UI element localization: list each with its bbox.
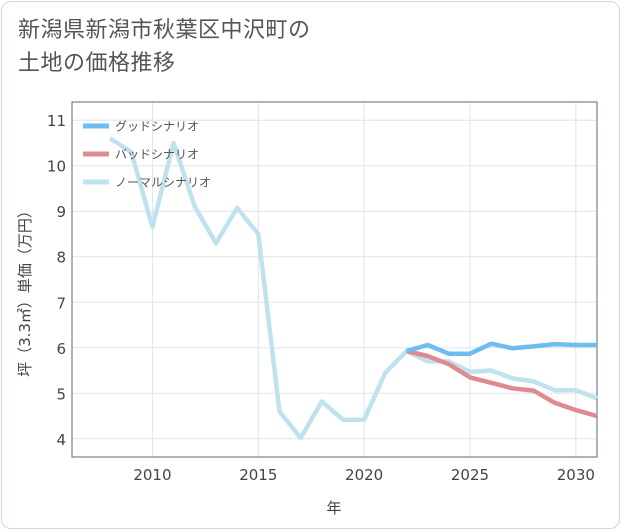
y-tick-label: 11 bbox=[47, 112, 66, 130]
x-tick-label: 2030 bbox=[557, 466, 595, 484]
chart-title-line-2: 土地の価格推移 bbox=[18, 51, 176, 76]
series-line-1 bbox=[405, 348, 598, 419]
legend-label: バッドシナリオ bbox=[115, 148, 199, 162]
series-line-0 bbox=[405, 341, 597, 356]
legend-label: ノーマルシナリオ bbox=[115, 176, 211, 190]
series-lines bbox=[108, 136, 598, 441]
y-tick-label: 9 bbox=[56, 203, 66, 221]
x-axis-ticks: 2010 2015 2020 2025 2030 bbox=[133, 466, 595, 484]
chart-title: 新潟県新潟市秋葉区中沢町の 土地の価格推移 bbox=[18, 14, 311, 80]
legend-label: グッドシナリオ bbox=[115, 120, 199, 134]
y-axis-title: 坪（3.3㎡）単価（万円） bbox=[16, 203, 34, 377]
y-tick-label: 10 bbox=[47, 158, 66, 176]
y-tick-label: 8 bbox=[56, 249, 66, 267]
x-tick-label: 2015 bbox=[239, 466, 277, 484]
x-axis-title: 年 bbox=[326, 499, 341, 517]
y-tick-label: 6 bbox=[56, 340, 66, 358]
series-line-2 bbox=[108, 136, 598, 441]
y-axis-ticks: 4 5 6 7 8 9 10 11 bbox=[47, 112, 66, 449]
x-tick-label: 2020 bbox=[345, 466, 383, 484]
plot-area bbox=[71, 101, 598, 458]
x-tick-label: 2025 bbox=[451, 466, 489, 484]
y-tick-label: 7 bbox=[56, 294, 66, 312]
y-tick-label: 5 bbox=[56, 385, 66, 403]
y-tick-label: 4 bbox=[56, 431, 66, 449]
chart-title-line-1: 新潟県新潟市秋葉区中沢町の bbox=[18, 18, 311, 43]
x-tick-label: 2010 bbox=[133, 466, 171, 484]
